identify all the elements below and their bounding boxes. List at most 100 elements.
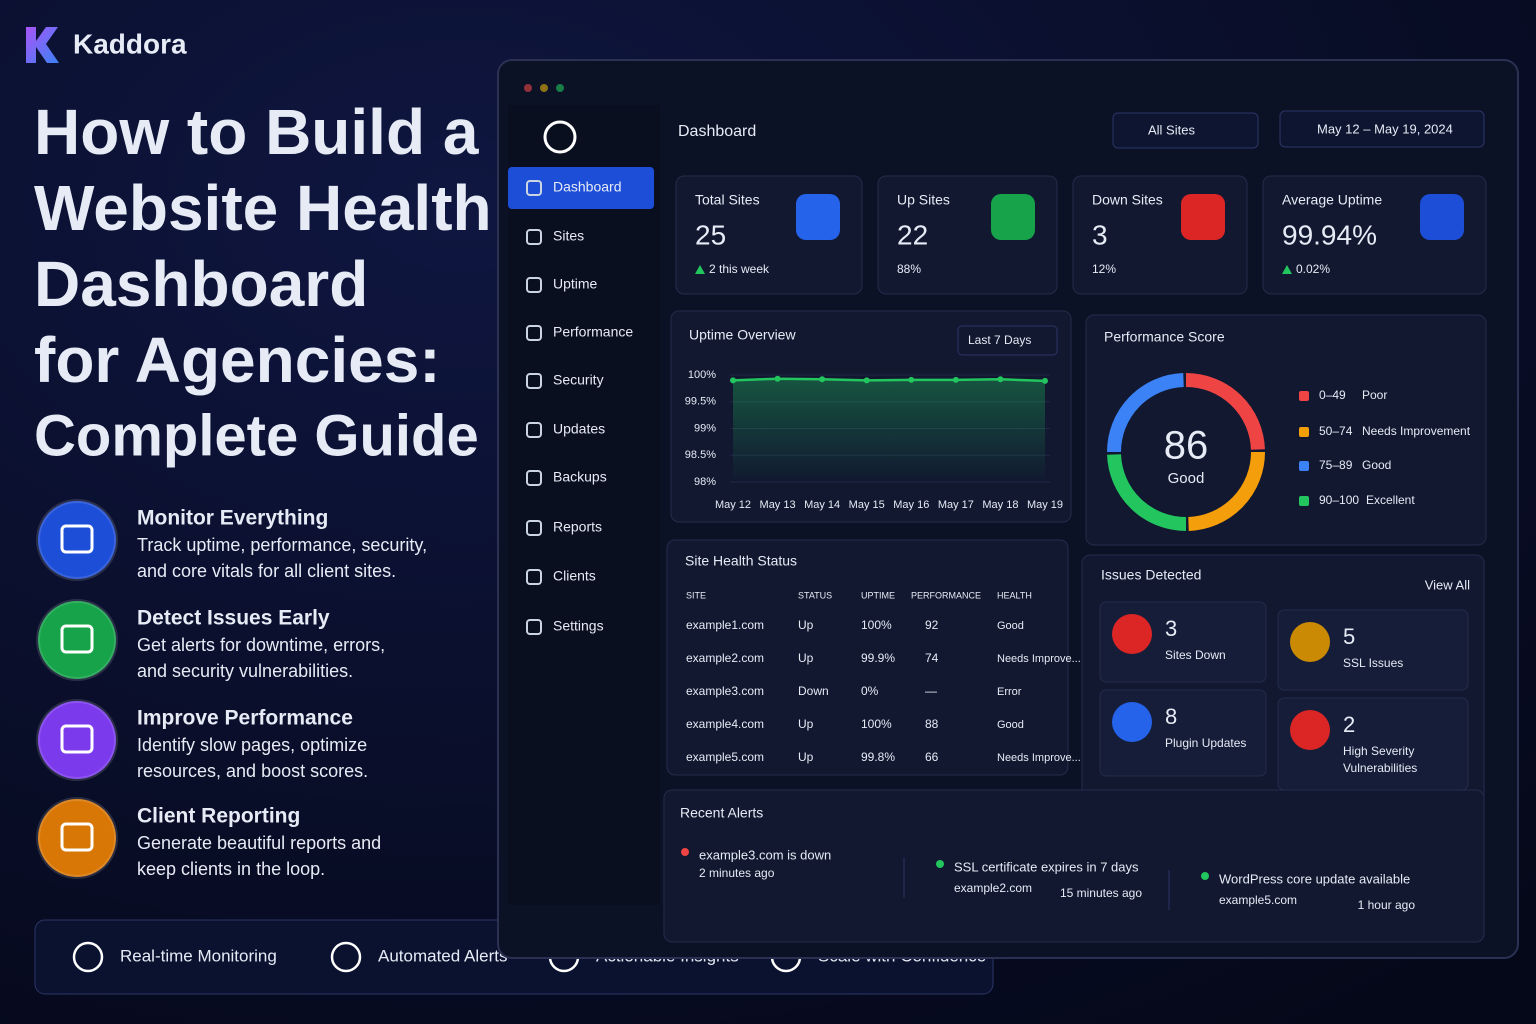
nav-item[interactable]: Performance	[553, 324, 633, 340]
table-cell: 99.8%	[861, 750, 895, 764]
headline: Dashboard	[34, 248, 368, 320]
nav-icon	[526, 422, 542, 438]
feature-glyph	[60, 624, 94, 654]
footer-item: Real-time Monitoring	[120, 946, 277, 965]
x-tick-label: May 17	[938, 499, 974, 511]
date-range[interactable]: May 12 – May 19, 2024	[1317, 121, 1453, 136]
table-cell: Good	[997, 719, 1024, 731]
nav-item[interactable]: Backups	[553, 469, 607, 485]
feature-text: and core vitals for all client sites.	[137, 561, 396, 581]
table-cell: 88	[925, 717, 939, 731]
nav-item[interactable]: Updates	[553, 421, 605, 437]
site-filter-box[interactable]	[1112, 112, 1259, 149]
table-cell: Up	[798, 717, 814, 731]
table-cell: —	[925, 684, 937, 698]
alert-site: example2.com	[954, 881, 1032, 895]
nav-icon	[526, 520, 542, 536]
issue-label: SSL Issues	[1343, 656, 1403, 670]
issue-label: Sites Down	[1165, 648, 1226, 662]
headline-highlight: Complete Guide	[34, 403, 479, 468]
legend-swatch	[1299, 461, 1309, 471]
nav-item[interactable]: Clients	[553, 568, 596, 584]
card	[1085, 314, 1487, 546]
feature-glyph	[60, 724, 94, 754]
issue-count: 2	[1343, 712, 1355, 737]
issue-icon	[1112, 702, 1152, 742]
brand-name: Kaddora	[73, 28, 187, 59]
legend-label: Needs Improvement	[1362, 424, 1471, 438]
legend-swatch	[1299, 496, 1309, 506]
perf-title: Performance Score	[1104, 329, 1225, 345]
headline: Website Health	[34, 172, 492, 244]
issue-count: 5	[1343, 624, 1355, 649]
uptime-point	[730, 377, 736, 384]
x-tick-label: May 12	[715, 499, 751, 511]
table-cell: Up	[798, 750, 814, 764]
nav-item[interactable]: Uptime	[553, 276, 598, 292]
chart-title: Uptime Overview	[689, 327, 796, 343]
legend-label: Good	[1362, 458, 1391, 472]
issue-icon	[1112, 614, 1152, 654]
nav-icon	[526, 229, 542, 245]
nav-item[interactable]: Dashboard	[553, 179, 622, 195]
feature-title: Client Reporting	[137, 805, 300, 828]
feature-icon	[36, 797, 118, 879]
alert-site: example5.com	[1219, 893, 1297, 907]
date-box[interactable]	[1279, 110, 1485, 148]
feature-text: Generate beautiful reports and	[137, 833, 381, 853]
alert-time: 15 minutes ago	[1060, 886, 1142, 900]
nav-item[interactable]: Sites	[553, 228, 584, 244]
chart-filter[interactable]: Last 7 Days	[968, 333, 1031, 347]
table-cell: 0%	[861, 684, 879, 698]
stat-note: 0.02%	[1296, 262, 1330, 276]
stat-icon	[1420, 194, 1464, 240]
x-tick-label: May 16	[893, 499, 929, 511]
table-cell: example1.com	[686, 618, 764, 632]
stat-label: Up Sites	[897, 192, 950, 208]
window-dot	[540, 84, 548, 92]
card	[666, 539, 1069, 776]
logo-icon	[26, 27, 59, 63]
chart-filter-box[interactable]	[957, 325, 1058, 356]
nav-icon	[526, 325, 542, 341]
site-filter[interactable]: All Sites	[1148, 122, 1195, 137]
table-cell: Up	[798, 618, 814, 632]
x-tick-label: May 18	[982, 499, 1018, 511]
uptime-point	[908, 376, 915, 383]
legend-range: 75–89	[1319, 458, 1353, 472]
table-cell: Needs Improve...	[997, 752, 1081, 764]
alert-text: SSL certificate expires in 7 days	[954, 859, 1139, 874]
nav-item[interactable]: Reports	[553, 519, 602, 535]
uptime-point	[952, 376, 959, 383]
table-header: PERFORMANCE	[911, 590, 981, 600]
table-cell: Needs Improve...	[997, 653, 1081, 665]
feature-icon	[36, 599, 118, 681]
table-header: SITE	[686, 590, 706, 600]
x-tick-label: May 19	[1027, 499, 1063, 511]
nav-item[interactable]: Security	[553, 372, 604, 388]
nav-active	[508, 167, 654, 209]
nav-item[interactable]: Settings	[553, 618, 604, 634]
footer-icon	[330, 941, 362, 973]
x-tick-label: May 13	[760, 499, 796, 511]
score-arc	[1107, 373, 1184, 453]
legend-range: 90–100	[1319, 493, 1359, 507]
table-header: STATUS	[798, 590, 832, 600]
table-cell: 66	[925, 750, 939, 764]
headline: How to Build a	[34, 96, 479, 168]
trend-up	[695, 265, 705, 274]
feature-text: keep clients in the loop.	[137, 859, 325, 879]
view-all[interactable]: View All	[1425, 577, 1470, 592]
score-arc	[1185, 373, 1265, 450]
nav-icon	[526, 180, 542, 196]
legend-label: Excellent	[1366, 493, 1415, 507]
table-cell: example3.com	[686, 684, 764, 698]
stat-icon	[1181, 194, 1225, 240]
window-dot	[524, 84, 532, 92]
alert-icon	[681, 848, 689, 856]
uptime-point	[819, 376, 826, 383]
table-cell: 74	[925, 651, 939, 665]
alert-icon	[1201, 872, 1209, 880]
stat-note: 2 this week	[709, 262, 770, 276]
